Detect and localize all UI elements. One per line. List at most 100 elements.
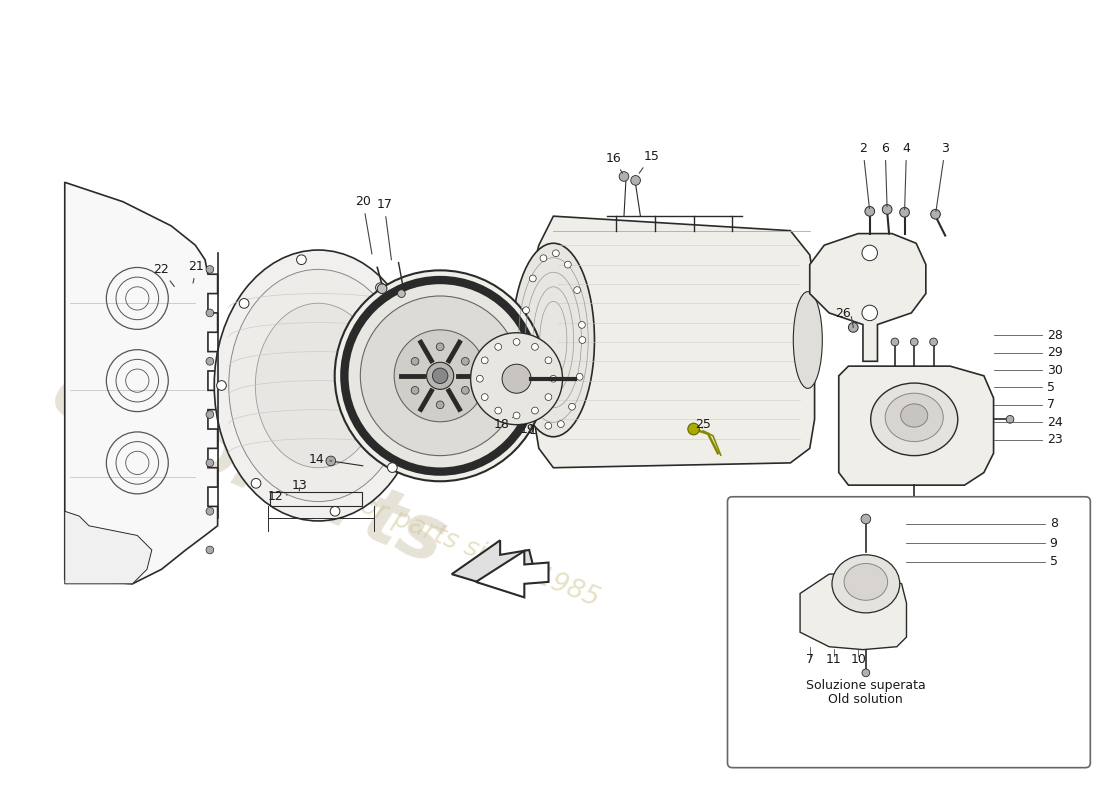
Circle shape: [217, 381, 227, 390]
Text: 22: 22: [154, 263, 174, 286]
Circle shape: [862, 305, 878, 321]
Text: 19: 19: [519, 422, 536, 435]
Text: 10: 10: [850, 653, 866, 666]
Text: 20: 20: [355, 195, 372, 254]
Text: 6: 6: [881, 142, 889, 206]
Circle shape: [297, 255, 306, 265]
Circle shape: [882, 205, 892, 214]
Ellipse shape: [361, 296, 520, 456]
Text: 18: 18: [494, 418, 513, 430]
Circle shape: [574, 286, 581, 294]
Polygon shape: [534, 216, 815, 468]
Circle shape: [544, 357, 552, 364]
Text: euroParts: euroParts: [41, 355, 456, 581]
Circle shape: [630, 175, 640, 186]
Circle shape: [531, 343, 538, 350]
Text: a passion for parts since 1985: a passion for parts since 1985: [223, 439, 603, 613]
Text: 3: 3: [936, 142, 949, 211]
Circle shape: [326, 456, 336, 466]
Circle shape: [476, 375, 483, 382]
Circle shape: [911, 505, 918, 512]
Circle shape: [502, 364, 531, 394]
Circle shape: [522, 307, 529, 314]
Text: 25: 25: [695, 418, 712, 430]
Circle shape: [579, 337, 586, 343]
Text: 29: 29: [1047, 346, 1063, 359]
Ellipse shape: [901, 404, 927, 427]
Text: Old solution: Old solution: [828, 694, 903, 706]
Circle shape: [432, 368, 448, 383]
Circle shape: [891, 338, 899, 346]
Circle shape: [576, 374, 583, 380]
Text: 7: 7: [805, 653, 814, 666]
Circle shape: [558, 421, 564, 427]
Text: 1: 1: [529, 425, 537, 438]
Polygon shape: [800, 572, 906, 650]
Circle shape: [482, 357, 488, 364]
Circle shape: [900, 207, 910, 217]
Circle shape: [531, 407, 538, 414]
Circle shape: [862, 669, 870, 677]
Circle shape: [931, 210, 940, 219]
Circle shape: [552, 250, 559, 257]
Ellipse shape: [344, 280, 536, 471]
Ellipse shape: [832, 555, 900, 613]
Text: 11: 11: [826, 653, 842, 666]
Circle shape: [514, 412, 520, 419]
Circle shape: [579, 322, 585, 328]
Ellipse shape: [844, 563, 888, 600]
Circle shape: [861, 514, 871, 524]
Text: 30: 30: [1047, 363, 1063, 377]
Ellipse shape: [394, 330, 486, 422]
Polygon shape: [839, 366, 993, 485]
Circle shape: [206, 459, 213, 466]
Circle shape: [514, 338, 520, 346]
Polygon shape: [65, 182, 218, 584]
Text: 5: 5: [1049, 555, 1058, 568]
Polygon shape: [452, 540, 534, 589]
Circle shape: [427, 362, 453, 390]
Circle shape: [848, 322, 858, 332]
Text: 9: 9: [1049, 537, 1057, 550]
Circle shape: [377, 284, 387, 294]
Circle shape: [251, 478, 261, 488]
Text: 17: 17: [376, 198, 393, 260]
Text: 28: 28: [1047, 329, 1063, 342]
Circle shape: [495, 407, 502, 414]
Text: 12: 12: [267, 490, 287, 503]
Circle shape: [411, 358, 419, 365]
Circle shape: [865, 206, 874, 216]
Circle shape: [240, 298, 249, 308]
Circle shape: [206, 266, 213, 274]
Circle shape: [461, 386, 470, 394]
Circle shape: [521, 344, 528, 351]
Circle shape: [397, 290, 405, 298]
Text: 23: 23: [1047, 433, 1063, 446]
Text: 13: 13: [293, 478, 308, 492]
Circle shape: [911, 338, 918, 346]
Circle shape: [534, 408, 540, 414]
Polygon shape: [810, 234, 926, 362]
Circle shape: [569, 403, 575, 410]
Circle shape: [544, 422, 552, 429]
Text: 26: 26: [836, 307, 851, 320]
Text: 14: 14: [309, 454, 332, 466]
Circle shape: [206, 309, 213, 317]
Circle shape: [550, 375, 557, 382]
Circle shape: [540, 255, 547, 262]
Circle shape: [688, 423, 700, 435]
Ellipse shape: [214, 250, 422, 521]
Ellipse shape: [255, 303, 381, 468]
Circle shape: [461, 358, 470, 365]
Circle shape: [375, 283, 385, 293]
Text: 16: 16: [605, 152, 623, 173]
Ellipse shape: [229, 270, 408, 502]
Circle shape: [544, 394, 552, 401]
Text: 8: 8: [1049, 518, 1058, 530]
Circle shape: [482, 394, 488, 401]
Text: 5: 5: [1047, 381, 1055, 394]
Ellipse shape: [793, 292, 823, 388]
Circle shape: [1006, 415, 1014, 423]
Text: 4: 4: [903, 142, 911, 210]
Circle shape: [495, 343, 502, 350]
